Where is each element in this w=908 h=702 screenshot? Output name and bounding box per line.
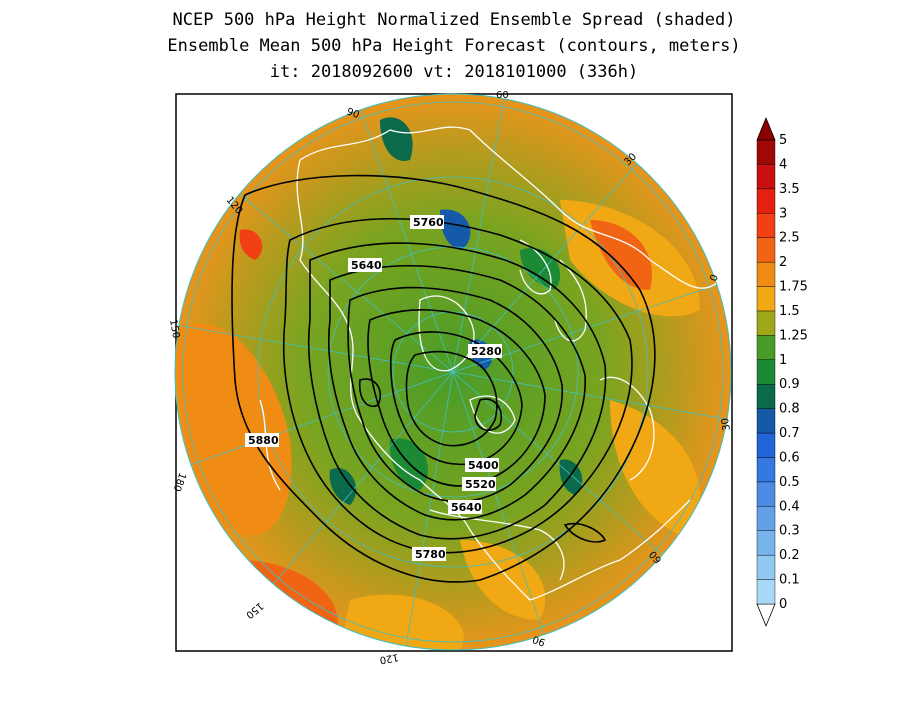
- colorbar-swatch: [756, 408, 776, 434]
- contour-label-5880: 5880: [248, 434, 279, 447]
- lon-label-30e: 30: [720, 417, 733, 431]
- colorbar-label: 0.2: [779, 548, 800, 563]
- colorbar-swatch: [756, 506, 776, 531]
- spread-shading: 5760 5640 5280 5880 5400 5520 5640 5780: [175, 94, 731, 650]
- colorbar-label: 0.8: [779, 402, 800, 417]
- colorbar-label: 1.75: [779, 280, 808, 295]
- colorbar-label: 4: [779, 157, 787, 172]
- colorbar-label: 2.5: [779, 231, 800, 246]
- colorbar-swatch: [756, 432, 776, 458]
- colorbar-top-arrow: [756, 116, 776, 141]
- colorbar-swatch: [756, 457, 776, 483]
- colorbar-swatch: [756, 286, 776, 312]
- colorbar-swatch: [756, 310, 776, 336]
- title-line-2: Ensemble Mean 500 hPa Height Forecast (c…: [167, 36, 741, 56]
- colorbar-bottom-arrow: [756, 603, 776, 628]
- colorbar-label: 0.5: [779, 475, 800, 490]
- colorbar-label: 0: [779, 597, 787, 612]
- lon-label-90w: 90: [345, 106, 361, 121]
- colorbar-label: 2: [779, 255, 787, 270]
- colorbar-label: 3: [779, 206, 787, 221]
- colorbar-label: 0.9: [779, 377, 800, 392]
- colorbar-swatch: [756, 530, 776, 556]
- colorbar-label: 3.5: [779, 182, 800, 197]
- contour-label-5280: 5280: [471, 345, 502, 358]
- colorbar-label: 1.5: [779, 304, 800, 319]
- colorbar: 0 0.1 0.2 0.3 0.4 0.5 0.6 0.7 0.8 0.9 1 1.25 1.5 1.75…: [756, 116, 808, 628]
- map-disc-edge: [174, 93, 732, 651]
- lon-label-60w: 60: [496, 90, 509, 101]
- lon-label-120e: 120: [379, 651, 400, 665]
- colorbar-swatch: [756, 335, 776, 360]
- coastlines: [259, 126, 721, 601]
- height-contours: [231, 174, 656, 583]
- colorbar-swatch: [756, 237, 776, 263]
- colorbar-swatch: [756, 164, 776, 190]
- colorbar-swatch: [756, 481, 776, 507]
- colorbar-label: 0.7: [779, 426, 800, 441]
- lon-label-150w: 150: [167, 319, 181, 340]
- contour-label-5640-north: 5640: [351, 259, 382, 272]
- title-line-3: it: 2018092600 vt: 2018101000 (336h): [269, 62, 639, 82]
- contour-labels: 5760 5640 5280 5880 5400 5520 5640 5780: [245, 215, 502, 561]
- colorbar-swatch: [756, 213, 776, 238]
- contour-label-5780: 5780: [415, 548, 446, 561]
- colorbar-swatch: [756, 261, 776, 287]
- contour-label-5760: 5760: [413, 216, 444, 229]
- contour-label-5640-south: 5640: [451, 501, 482, 514]
- colorbar-label: 0.1: [779, 573, 800, 588]
- colorbar-label: 0.3: [779, 524, 800, 539]
- lon-label-90e: 90: [531, 633, 547, 648]
- colorbar-swatch: [756, 579, 776, 605]
- colorbar-swatch: [756, 139, 776, 165]
- colorbar-label: 1.25: [779, 328, 808, 343]
- colorbar-swatch: [756, 554, 776, 580]
- contour-label-5520: 5520: [465, 478, 496, 491]
- colorbar-label: 5: [779, 133, 787, 148]
- colorbar-swatch: [756, 188, 776, 214]
- colorbar-label: 0.6: [779, 450, 800, 465]
- colorbar-swatch: [756, 384, 776, 409]
- lon-label-0: 0: [708, 273, 721, 283]
- colorbar-swatch: [756, 359, 776, 385]
- contour-label-5400: 5400: [468, 459, 499, 472]
- colorbar-label: 0.4: [779, 499, 800, 514]
- title-line-1: NCEP 500 hPa Height Normalized Ensemble …: [172, 10, 736, 30]
- colorbar-label: 1: [779, 353, 787, 368]
